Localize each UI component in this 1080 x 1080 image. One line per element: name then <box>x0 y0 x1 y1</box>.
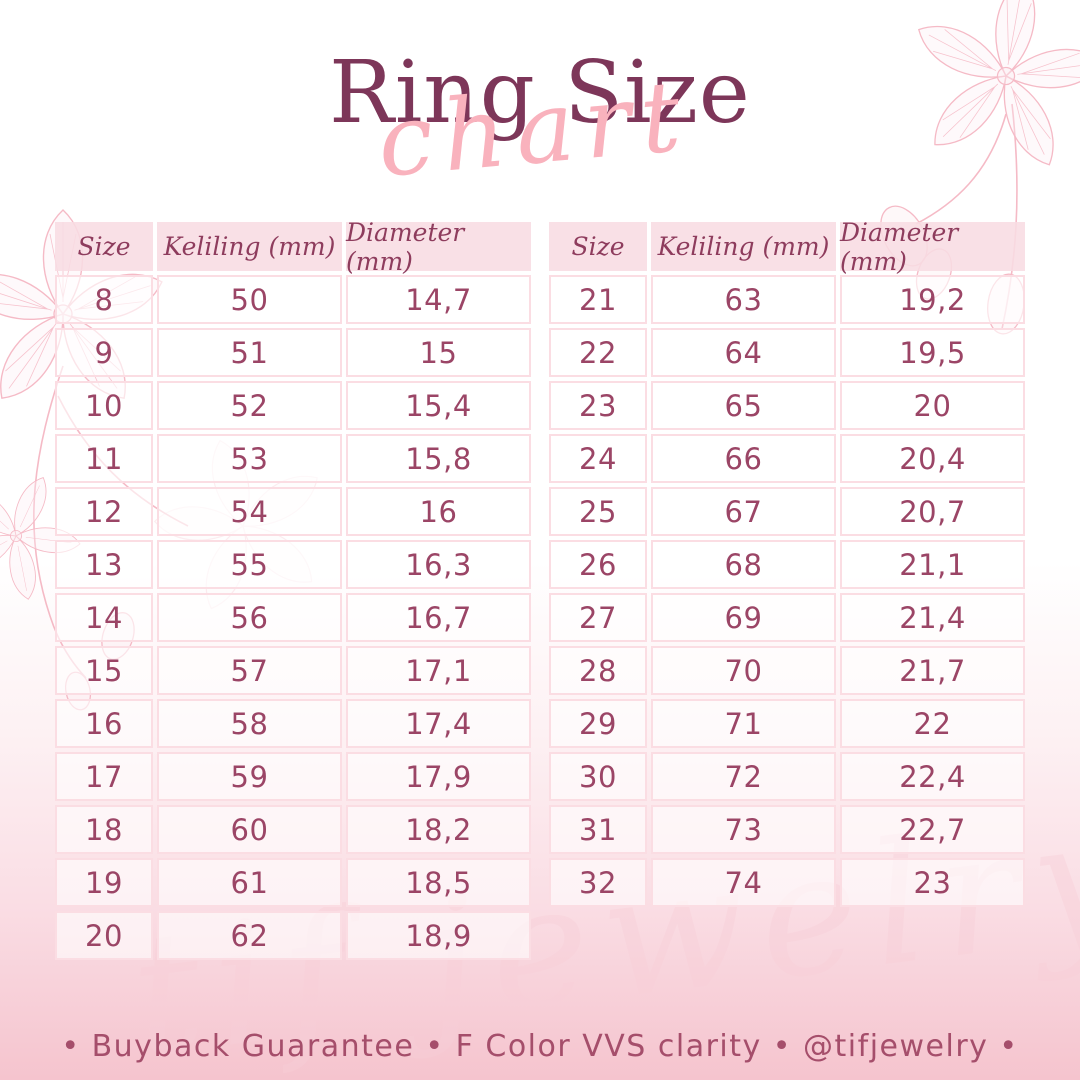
column-header: Diameter (mm) <box>840 218 1025 276</box>
title-block: Ring Size chart <box>0 43 1080 201</box>
keliling-cell: 71 <box>651 699 836 748</box>
size-cell: 18 <box>55 805 153 854</box>
size-tables: Size Keliling (mm) Diameter (mm) 8 50 14,7 9 51… <box>55 218 1025 960</box>
diameter-cell: 17,9 <box>346 752 531 801</box>
diameter-cell: 15 <box>346 328 531 377</box>
size-cell: 19 <box>55 858 153 907</box>
size-cell: 29 <box>549 699 647 748</box>
size-cell: 32 <box>549 858 647 907</box>
size-cell: 12 <box>55 487 153 536</box>
size-cell: 16 <box>55 699 153 748</box>
size-cell: 31 <box>549 805 647 854</box>
diameter-cell: 20 <box>840 381 1025 430</box>
diameter-cell: 16 <box>346 487 531 536</box>
keliling-cell: 63 <box>651 275 836 324</box>
column-header: Size <box>549 222 647 271</box>
diameter-cell: 20,4 <box>840 434 1025 483</box>
keliling-cell: 60 <box>157 805 342 854</box>
size-cell: 14 <box>55 593 153 642</box>
keliling-cell: 59 <box>157 752 342 801</box>
size-cell: 8 <box>55 275 153 324</box>
size-cell: 23 <box>549 381 647 430</box>
size-cell: 21 <box>549 275 647 324</box>
diameter-cell: 14,7 <box>346 275 531 324</box>
size-cell: 10 <box>55 381 153 430</box>
diameter-cell: 20,7 <box>840 487 1025 536</box>
diameter-cell: 18,2 <box>346 805 531 854</box>
keliling-cell: 74 <box>651 858 836 907</box>
size-cell: 26 <box>549 540 647 589</box>
keliling-cell: 58 <box>157 699 342 748</box>
size-cell: 13 <box>55 540 153 589</box>
diameter-cell: 17,4 <box>346 699 531 748</box>
diameter-cell: 22,4 <box>840 752 1025 801</box>
diameter-cell: 18,5 <box>346 858 531 907</box>
keliling-cell: 62 <box>157 911 342 960</box>
keliling-cell: 73 <box>651 805 836 854</box>
diameter-cell: 16,3 <box>346 540 531 589</box>
diameter-cell: 23 <box>840 858 1025 907</box>
keliling-cell: 55 <box>157 540 342 589</box>
size-cell: 20 <box>55 911 153 960</box>
column-header: Keliling (mm) <box>157 222 342 271</box>
keliling-cell: 54 <box>157 487 342 536</box>
diameter-cell: 22,7 <box>840 805 1025 854</box>
keliling-cell: 52 <box>157 381 342 430</box>
keliling-cell: 69 <box>651 593 836 642</box>
keliling-cell: 66 <box>651 434 836 483</box>
keliling-cell: 57 <box>157 646 342 695</box>
diameter-cell: 17,1 <box>346 646 531 695</box>
keliling-cell: 56 <box>157 593 342 642</box>
keliling-cell: 68 <box>651 540 836 589</box>
diameter-cell: 15,4 <box>346 381 531 430</box>
keliling-cell: 67 <box>651 487 836 536</box>
size-cell: 30 <box>549 752 647 801</box>
footer-tagline: • Buyback Guarantee • F Color VVS clarit… <box>61 1029 1019 1064</box>
keliling-cell: 53 <box>157 434 342 483</box>
ring-size-table-left: Size Keliling (mm) Diameter (mm) 8 50 14,7 9 51… <box>55 218 531 960</box>
ring-size-table-right: Size Keliling (mm) Diameter (mm) 21 63 19,2 22… <box>549 218 1025 907</box>
size-cell: 28 <box>549 646 647 695</box>
keliling-cell: 70 <box>651 646 836 695</box>
column-header: Keliling (mm) <box>651 222 836 271</box>
diameter-cell: 15,8 <box>346 434 531 483</box>
diameter-cell: 19,5 <box>840 328 1025 377</box>
keliling-cell: 51 <box>157 328 342 377</box>
size-cell: 17 <box>55 752 153 801</box>
size-cell: 22 <box>549 328 647 377</box>
page-title: Ring Size <box>329 43 751 143</box>
keliling-cell: 61 <box>157 858 342 907</box>
size-cell: 25 <box>549 487 647 536</box>
keliling-cell: 64 <box>651 328 836 377</box>
size-cell: 9 <box>55 328 153 377</box>
size-cell: 15 <box>55 646 153 695</box>
diameter-cell: 21,7 <box>840 646 1025 695</box>
size-cell: 11 <box>55 434 153 483</box>
size-cell: 27 <box>549 593 647 642</box>
column-header: Size <box>55 222 153 271</box>
diameter-cell: 21,4 <box>840 593 1025 642</box>
keliling-cell: 50 <box>157 275 342 324</box>
diameter-cell: 19,2 <box>840 275 1025 324</box>
diameter-cell: 16,7 <box>346 593 531 642</box>
diameter-cell: 21,1 <box>840 540 1025 589</box>
keliling-cell: 65 <box>651 381 836 430</box>
column-header: Diameter (mm) <box>346 218 531 276</box>
diameter-cell: 18,9 <box>346 911 531 960</box>
size-cell: 24 <box>549 434 647 483</box>
diameter-cell: 22 <box>840 699 1025 748</box>
keliling-cell: 72 <box>651 752 836 801</box>
